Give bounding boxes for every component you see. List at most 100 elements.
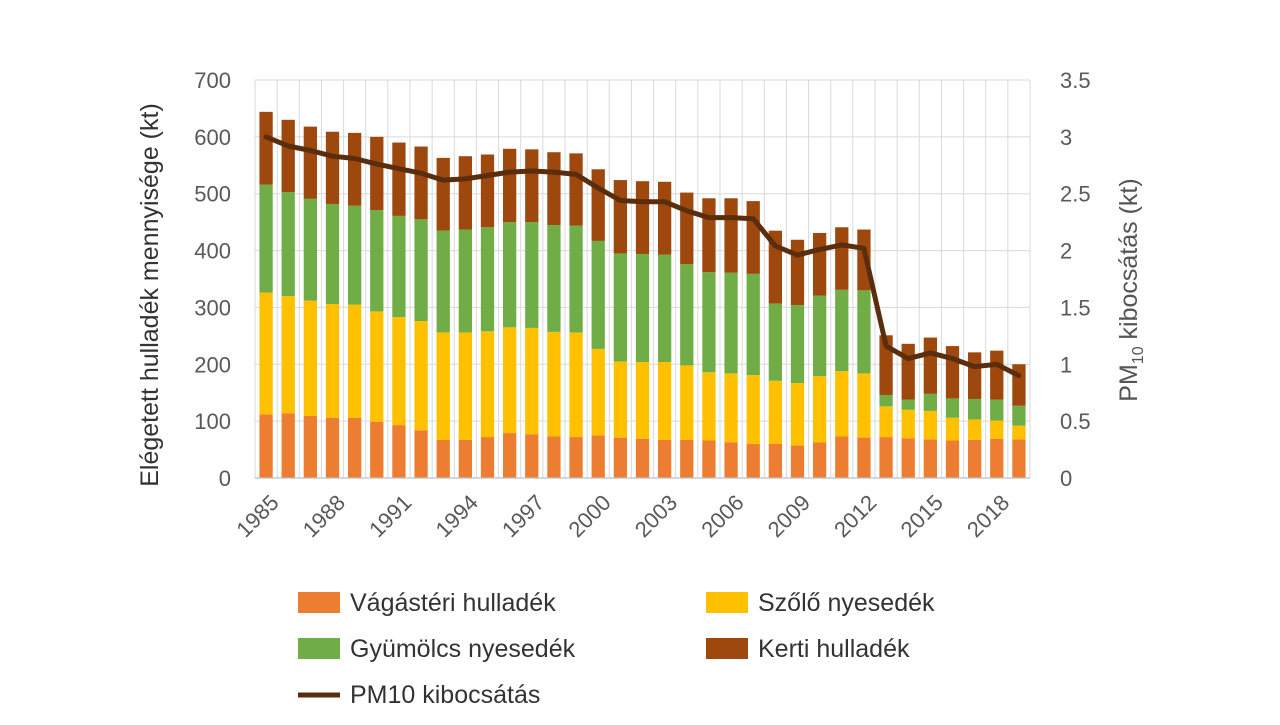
bar-segment-2-1992 [414, 219, 428, 322]
bar-segment-1-2002 [635, 362, 650, 439]
bar-segment-3-2011 [835, 227, 849, 290]
y2-tick-label: 3 [1060, 125, 1072, 150]
y2-tick-label: 0 [1060, 466, 1072, 491]
bar-segment-0-2017 [968, 439, 982, 478]
bar-segment-3-2017 [968, 352, 982, 399]
bar-segment-2-2006 [724, 272, 738, 374]
bar-segment-1-1995 [480, 331, 495, 438]
bar-segment-1-2007 [746, 375, 760, 444]
bar-segment-3-1988 [325, 131, 340, 204]
bar-segment-1-1989 [348, 304, 362, 418]
bar-segment-3-1987 [303, 126, 317, 199]
bar-segment-2-1986 [281, 192, 295, 297]
bar-segment-2-1998 [547, 224, 561, 332]
bar-segment-3-2006 [724, 198, 738, 273]
bar-segment-1-2000 [591, 348, 605, 436]
bar-segment-3-1998 [547, 152, 561, 225]
bar-segment-0-1999 [569, 437, 583, 478]
y2-axis-label-rest: kibocsátás (kt) [1115, 178, 1143, 346]
pm10-line-path [263, 134, 1022, 379]
bar-segment-1-2004 [680, 365, 694, 440]
bar-segment-0-2002 [635, 438, 650, 478]
bar-segment-2-1989 [348, 205, 362, 305]
bar-segment-3-2003 [658, 181, 672, 255]
bar-segment-0-2011 [835, 436, 849, 478]
bar-segment-3-1997 [525, 149, 539, 223]
bar-segment-2-1995 [480, 227, 495, 332]
y-tick-label: 500 [194, 182, 231, 207]
bar-segment-2-2001 [613, 253, 627, 362]
bar-segment-3-2009 [790, 239, 805, 306]
bar-segment-0-1987 [303, 416, 317, 478]
bar-segment-2-2014 [901, 399, 915, 410]
bar-segment-3-2000 [591, 169, 605, 241]
y2-tick-label: 2 [1060, 239, 1072, 264]
bar-segment-1-1985 [259, 292, 273, 415]
bar-segment-2-1985 [259, 184, 273, 293]
bar-segment-0-1998 [547, 436, 561, 478]
gridlines [254, 79, 1031, 479]
bar-segment-2-1999 [569, 225, 583, 333]
bar-segment-3-1996 [503, 148, 517, 223]
y2-axis-label: PM10 kibocsátás (kt) [1115, 178, 1147, 401]
y2-axis-label-pm: PM [1115, 364, 1143, 402]
bar-segment-1-2006 [724, 373, 738, 443]
bar-segment-2-2003 [658, 254, 672, 363]
bar-segment-0-2005 [702, 440, 716, 478]
bar-segment-1-1993 [436, 332, 450, 440]
bar-segment-0-2018 [990, 438, 1004, 478]
bar-segment-0-2008 [768, 443, 782, 478]
legend-label-gyumolcs: Gyümölcs nyesedék [350, 635, 576, 663]
bar-segment-3-2005 [702, 198, 716, 273]
bar-segment-3-1990 [370, 136, 384, 211]
bar-segment-0-1993 [436, 439, 450, 478]
bar-segment-2-2002 [635, 253, 650, 363]
bar-segment-0-1989 [348, 417, 362, 478]
bar-segment-2-1990 [370, 210, 384, 312]
y2-tick-label: 3.5 [1060, 68, 1091, 93]
bar-segment-2-2016 [945, 398, 960, 418]
bar-segment-1-2012 [857, 373, 871, 438]
bar-segment-2-1987 [303, 198, 317, 301]
bar-segment-0-2019 [1012, 439, 1026, 478]
bar-segment-2-2010 [813, 295, 827, 377]
bar-segment-0-1996 [503, 433, 517, 478]
bar-segment-0-1985 [259, 414, 273, 478]
legend-swatch-gyumolcs [298, 638, 340, 659]
bar-segment-1-2001 [613, 361, 627, 438]
bar-segment-0-2016 [945, 440, 960, 478]
y2-axis-label-sub: 10 [1130, 346, 1147, 364]
bar-segment-2-1994 [458, 229, 472, 333]
x-tick-label: 1994 [431, 490, 483, 542]
bar-segment-2-2009 [790, 305, 805, 384]
bar-segment-3-1993 [436, 157, 450, 231]
bar-segment-0-2007 [746, 443, 760, 478]
x-tick-label: 2018 [962, 490, 1014, 542]
bar-segment-2-2015 [923, 393, 937, 411]
y2-tick-label: 2.5 [1060, 182, 1091, 207]
legend-label-pm10: PM10 kibocsátás [350, 681, 540, 709]
x-tick-label: 2006 [696, 490, 748, 542]
bar-segment-0-1990 [370, 421, 384, 478]
bar-segment-0-2000 [591, 435, 605, 478]
y2-tick-label: 1.5 [1060, 295, 1091, 320]
bar-segment-3-2014 [901, 343, 915, 400]
x-tick-label: 2009 [763, 490, 815, 542]
y-tick-label: 0 [219, 466, 231, 491]
bar-segment-2-2018 [990, 399, 1004, 421]
bar-segment-1-1999 [569, 332, 583, 438]
bar-segment-2-2007 [746, 273, 760, 376]
bar-segment-0-2009 [790, 445, 805, 478]
bar-segment-1-1986 [281, 296, 295, 414]
bar-segment-1-1996 [503, 327, 517, 434]
bar-segment-1-2014 [901, 409, 915, 439]
legend-swatch-szolo [706, 592, 748, 613]
bar-segment-3-2001 [613, 180, 627, 254]
bar-segment-3-2012 [857, 229, 871, 291]
bar-segment-1-1992 [414, 321, 428, 431]
bar-segment-1-2013 [879, 406, 893, 438]
bar-segment-1-1990 [370, 311, 384, 422]
x-tick-label: 1997 [497, 490, 549, 542]
bar-segment-0-2004 [680, 439, 694, 478]
